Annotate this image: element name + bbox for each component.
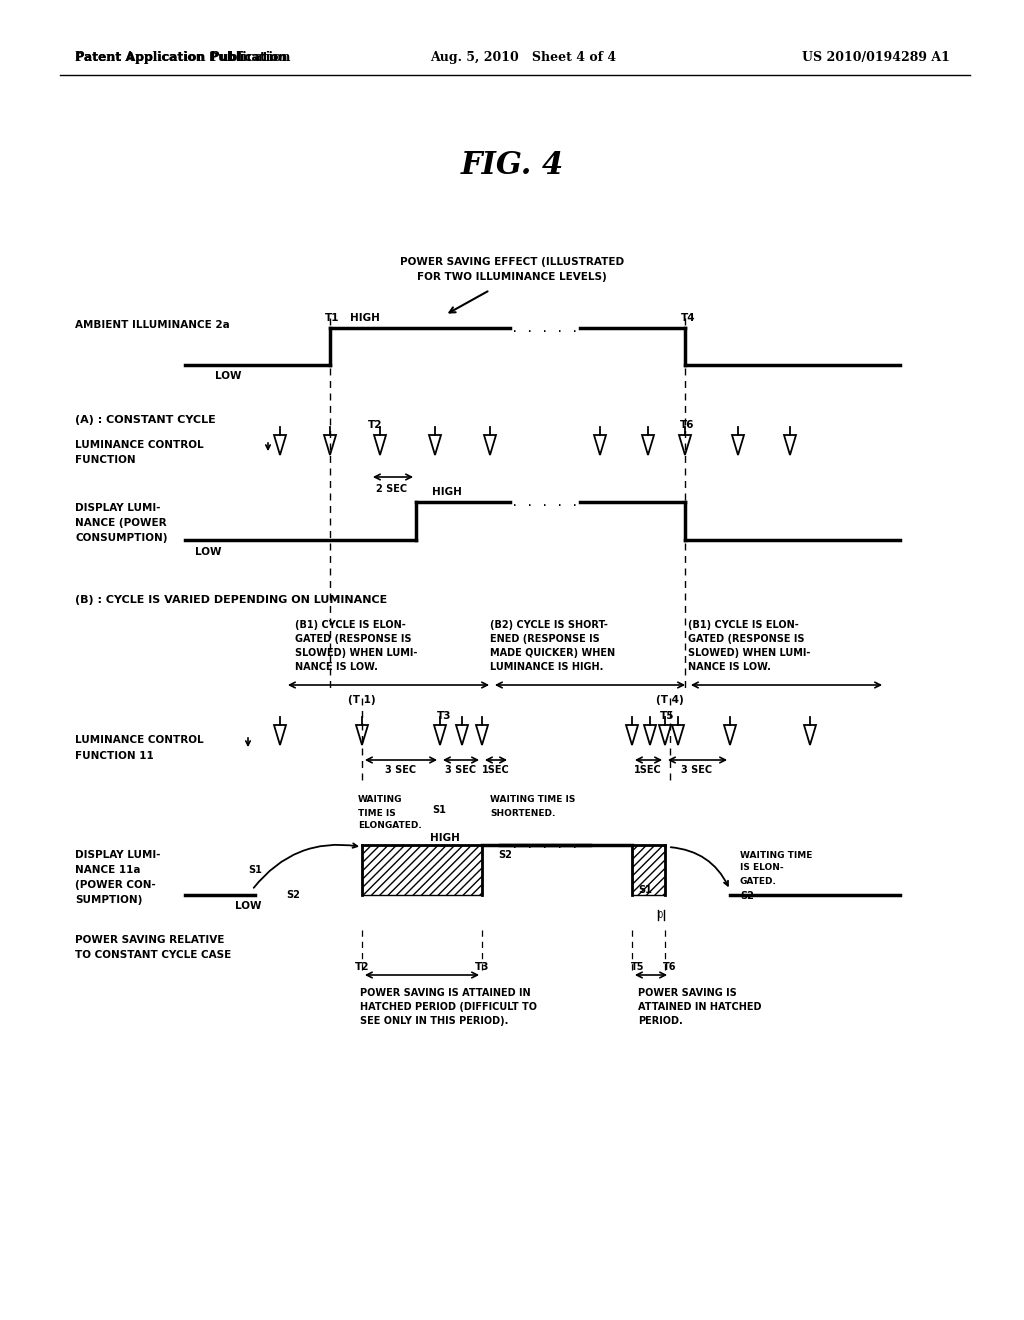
Text: HIGH: HIGH: [350, 313, 380, 323]
Text: T4: T4: [681, 313, 695, 323]
Text: T1: T1: [325, 313, 340, 323]
Text: S2: S2: [498, 850, 512, 861]
Text: TIME IS: TIME IS: [358, 808, 395, 817]
Text: 0: 0: [657, 911, 663, 920]
Text: AMBIENT ILLUMINANCE 2a: AMBIENT ILLUMINANCE 2a: [75, 319, 229, 330]
Text: LOW: LOW: [234, 902, 261, 911]
Text: SEE ONLY IN THIS PERIOD).: SEE ONLY IN THIS PERIOD).: [360, 1016, 508, 1026]
Text: POWER SAVING EFFECT (ILLUSTRATED: POWER SAVING EFFECT (ILLUSTRATED: [400, 257, 624, 267]
Text: T2: T2: [354, 962, 370, 972]
Text: GATED (RESPONSE IS: GATED (RESPONSE IS: [295, 634, 412, 644]
Text: 1SEC: 1SEC: [482, 766, 510, 775]
Text: POWER SAVING RELATIVE: POWER SAVING RELATIVE: [75, 935, 224, 945]
Text: US 2010/0194289 A1: US 2010/0194289 A1: [802, 51, 950, 65]
Text: HATCHED PERIOD (DIFFICULT TO: HATCHED PERIOD (DIFFICULT TO: [360, 1002, 537, 1012]
Text: . . . . .: . . . . .: [511, 495, 579, 508]
Text: T5: T5: [631, 962, 645, 972]
Text: Patent Application Publication: Patent Application Publication: [75, 51, 288, 65]
Text: S2: S2: [286, 890, 300, 900]
Text: NANCE IS LOW.: NANCE IS LOW.: [688, 663, 771, 672]
Text: ENED (RESPONSE IS: ENED (RESPONSE IS: [490, 634, 600, 644]
Text: LUMINANCE IS HIGH.: LUMINANCE IS HIGH.: [490, 663, 603, 672]
Text: S1: S1: [432, 805, 445, 814]
Text: FUNCTION 11: FUNCTION 11: [75, 751, 154, 762]
Text: T3: T3: [437, 711, 452, 721]
Text: T6: T6: [680, 420, 694, 430]
Text: HIGH: HIGH: [432, 487, 462, 498]
Text: NANCE IS LOW.: NANCE IS LOW.: [295, 663, 378, 672]
Text: Patent Application Publication: Patent Application Publication: [75, 51, 291, 65]
Text: NANCE (POWER: NANCE (POWER: [75, 517, 167, 528]
Text: (B) : CYCLE IS VARIED DEPENDING ON LUMINANCE: (B) : CYCLE IS VARIED DEPENDING ON LUMIN…: [75, 595, 387, 605]
Text: SHORTENED.: SHORTENED.: [490, 808, 555, 817]
Text: WAITING TIME IS: WAITING TIME IS: [490, 796, 575, 804]
Text: POWER SAVING IS ATTAINED IN: POWER SAVING IS ATTAINED IN: [360, 987, 530, 998]
Text: SLOWED) WHEN LUMI-: SLOWED) WHEN LUMI-: [688, 648, 810, 657]
Text: SUMPTION): SUMPTION): [75, 895, 142, 906]
Text: DISPLAY LUMI-: DISPLAY LUMI-: [75, 850, 161, 861]
Text: 3 SEC: 3 SEC: [681, 766, 713, 775]
Text: (B1) CYCLE IS ELON-: (B1) CYCLE IS ELON-: [295, 620, 406, 630]
Text: 3 SEC: 3 SEC: [445, 766, 476, 775]
Text: T3: T3: [475, 962, 489, 972]
Text: (B1) CYCLE IS ELON-: (B1) CYCLE IS ELON-: [688, 620, 799, 630]
Text: MADE QUICKER) WHEN: MADE QUICKER) WHEN: [490, 648, 615, 657]
Text: FUNCTION: FUNCTION: [75, 455, 135, 465]
Text: SLOWED) WHEN LUMI-: SLOWED) WHEN LUMI-: [295, 648, 418, 657]
Text: (POWER CON-: (POWER CON-: [75, 880, 156, 890]
Text: 2 SEC: 2 SEC: [377, 484, 408, 494]
Text: DISPLAY LUMI-: DISPLAY LUMI-: [75, 503, 161, 513]
Text: HIGH: HIGH: [430, 833, 460, 843]
Text: T5: T5: [660, 711, 675, 721]
Text: Aug. 5, 2010   Sheet 4 of 4: Aug. 5, 2010 Sheet 4 of 4: [430, 51, 616, 65]
Text: (T 4): (T 4): [656, 696, 684, 705]
Text: CONSUMPTION): CONSUMPTION): [75, 533, 168, 543]
Text: (A) : CONSTANT CYCLE: (A) : CONSTANT CYCLE: [75, 414, 216, 425]
Text: ELONGATED.: ELONGATED.: [358, 821, 422, 830]
Text: GATED.: GATED.: [740, 876, 777, 886]
Text: LOW: LOW: [215, 371, 242, 381]
Text: LOW: LOW: [195, 546, 221, 557]
Text: FOR TWO ILLUMINANCE LEVELS): FOR TWO ILLUMINANCE LEVELS): [417, 272, 607, 282]
Text: S1: S1: [248, 865, 262, 875]
Text: TO CONSTANT CYCLE CASE: TO CONSTANT CYCLE CASE: [75, 950, 231, 960]
Text: ATTAINED IN HATCHED: ATTAINED IN HATCHED: [638, 1002, 762, 1012]
Text: IS ELON-: IS ELON-: [740, 863, 783, 873]
Text: WAITING TIME: WAITING TIME: [740, 850, 812, 859]
Text: (B2) CYCLE IS SHORT-: (B2) CYCLE IS SHORT-: [490, 620, 608, 630]
Text: FIG. 4: FIG. 4: [461, 149, 563, 181]
Text: S1: S1: [638, 884, 652, 895]
Text: 1SEC: 1SEC: [634, 766, 662, 775]
Text: GATED (RESPONSE IS: GATED (RESPONSE IS: [688, 634, 805, 644]
Text: PERIOD.: PERIOD.: [638, 1016, 683, 1026]
Text: WAITING: WAITING: [358, 796, 402, 804]
Text: . . . . .: . . . . .: [511, 838, 579, 851]
Text: S2: S2: [740, 891, 754, 902]
Text: T6: T6: [664, 962, 677, 972]
Text: T2: T2: [368, 420, 383, 430]
Text: NANCE 11a: NANCE 11a: [75, 865, 140, 875]
Text: POWER SAVING IS: POWER SAVING IS: [638, 987, 736, 998]
Text: (T 1): (T 1): [348, 696, 376, 705]
Text: LUMINANCE CONTROL: LUMINANCE CONTROL: [75, 440, 204, 450]
Text: . . . . .: . . . . .: [511, 322, 579, 334]
Text: LUMINANCE CONTROL: LUMINANCE CONTROL: [75, 735, 204, 744]
Text: 3 SEC: 3 SEC: [385, 766, 417, 775]
